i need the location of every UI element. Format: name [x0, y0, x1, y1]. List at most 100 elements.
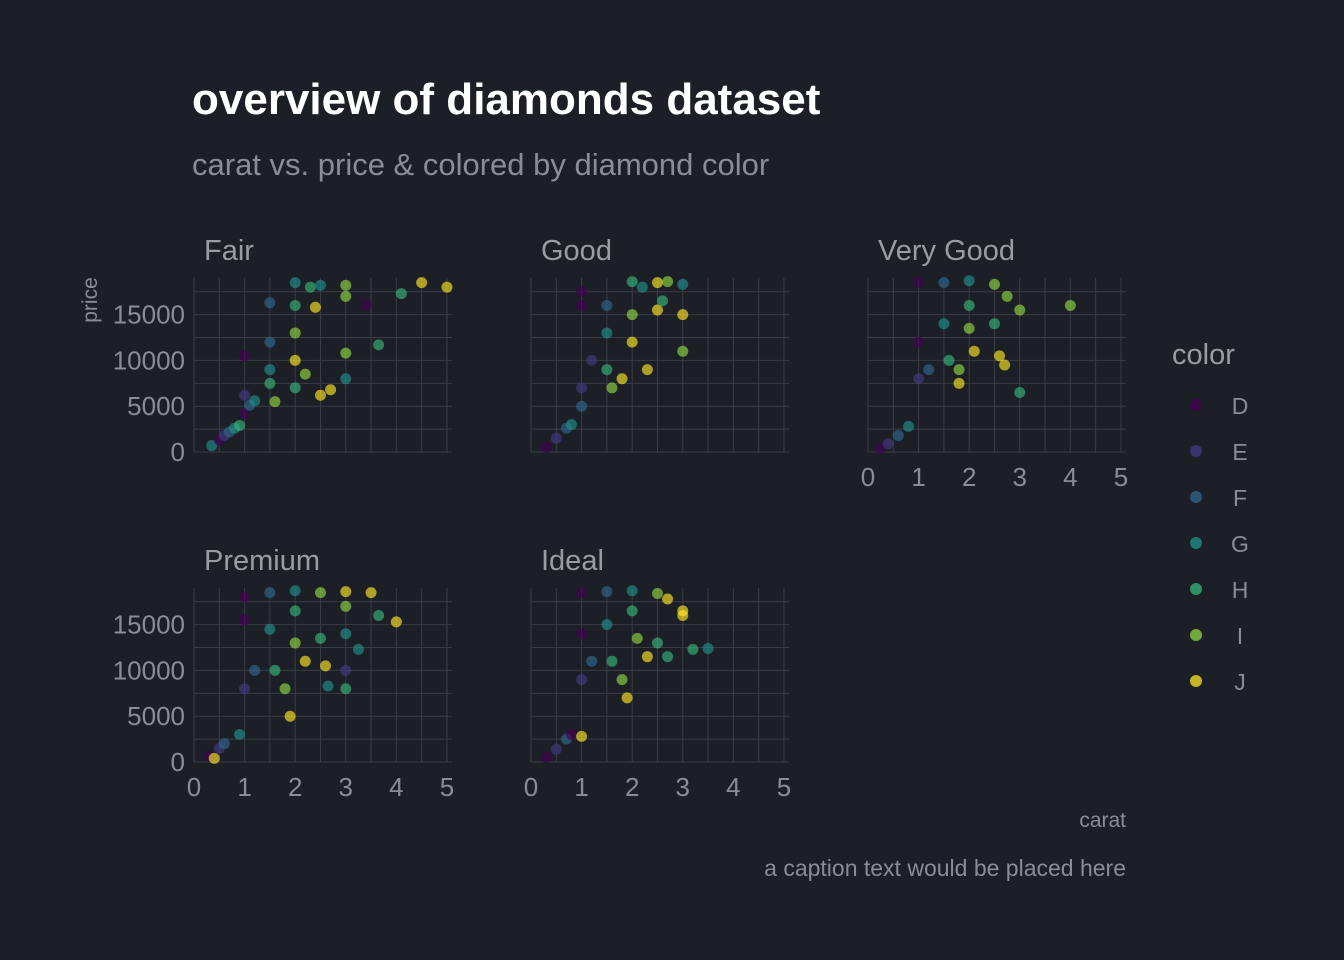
- grid: [530, 278, 789, 453]
- point-I: [662, 276, 674, 288]
- point-J: [340, 586, 352, 598]
- point-F: [576, 400, 588, 412]
- y-tick-label: 0: [171, 437, 185, 467]
- point-H: [373, 609, 385, 621]
- x-tick-label: 1: [237, 772, 251, 802]
- point-G: [702, 642, 714, 654]
- point-G: [636, 281, 648, 293]
- point-H: [314, 632, 326, 644]
- point-J: [651, 304, 663, 316]
- point-I: [340, 347, 352, 359]
- point-F: [264, 297, 276, 309]
- points: [540, 585, 714, 763]
- x-tick-label: 3: [676, 772, 690, 802]
- point-H: [304, 281, 316, 293]
- point-I: [631, 632, 643, 644]
- point-I: [340, 279, 352, 291]
- point-D: [239, 614, 251, 626]
- legend-item-J: J: [1190, 669, 1246, 695]
- point-I: [340, 600, 352, 612]
- legend-item-E: E: [1190, 439, 1248, 465]
- facet-label: Ideal: [541, 545, 604, 577]
- point-H: [289, 299, 301, 311]
- legend-swatch: [1190, 537, 1202, 549]
- x-axis-title: carat: [1079, 809, 1126, 832]
- chart-title: overview of diamonds dataset: [192, 75, 821, 124]
- facet-label: Good: [541, 235, 612, 267]
- x-tick-label: 0: [187, 772, 201, 802]
- point-F: [601, 586, 613, 598]
- x-tick-label: 0: [861, 462, 875, 492]
- point-H: [943, 354, 955, 366]
- point-D: [576, 299, 588, 311]
- point-H: [626, 605, 638, 617]
- point-G: [249, 395, 261, 407]
- point-G: [289, 277, 301, 289]
- x-tick-label: 5: [777, 772, 791, 802]
- point-J: [416, 277, 428, 289]
- x-tick-label: 5: [440, 772, 454, 802]
- point-H: [373, 339, 385, 351]
- x-tick-label: 3: [1013, 462, 1027, 492]
- legend-swatch: [1190, 491, 1202, 503]
- legend-item-F: F: [1190, 485, 1247, 511]
- legend-item-G: G: [1190, 531, 1249, 557]
- y-tick-label: 10000: [113, 655, 185, 685]
- point-E: [550, 432, 562, 444]
- legend-swatch: [1190, 629, 1202, 641]
- point-G: [206, 440, 218, 452]
- point-D: [565, 729, 577, 741]
- legend-label: J: [1234, 669, 1246, 695]
- point-E: [882, 438, 894, 450]
- y-tick-label: 15000: [113, 610, 185, 640]
- x-tick-label: 2: [625, 772, 639, 802]
- point-J: [314, 389, 326, 401]
- point-J: [576, 730, 588, 742]
- y-tick-label: 0: [171, 747, 185, 777]
- x-tick-label: 1: [574, 772, 588, 802]
- point-G: [677, 278, 689, 290]
- legend-swatch: [1190, 675, 1202, 687]
- point-H: [289, 605, 301, 617]
- point-I: [1001, 290, 1013, 302]
- x-tick-label: 4: [1063, 462, 1077, 492]
- x-tick-label: 4: [726, 772, 740, 802]
- point-G: [264, 623, 276, 635]
- point-F: [264, 587, 276, 599]
- point-I: [606, 382, 618, 394]
- facet-panel-good: Good: [530, 235, 789, 453]
- y-tick-label: 5000: [127, 391, 185, 421]
- point-F: [923, 364, 935, 376]
- points: [203, 585, 402, 764]
- point-F: [938, 277, 950, 289]
- x-tick-label: 5: [1114, 462, 1128, 492]
- point-H: [1014, 386, 1026, 398]
- point-D: [239, 350, 251, 362]
- point-J: [325, 384, 337, 396]
- point-I: [953, 364, 965, 376]
- point-J: [641, 364, 653, 376]
- point-J: [677, 609, 689, 621]
- point-H: [662, 651, 674, 663]
- points: [540, 276, 689, 453]
- point-G: [938, 318, 950, 330]
- point-J: [208, 752, 220, 764]
- point-J: [641, 651, 653, 663]
- point-G: [234, 729, 246, 741]
- points: [875, 275, 1076, 454]
- point-I: [314, 587, 326, 599]
- point-G: [601, 619, 613, 631]
- grid: [193, 588, 452, 763]
- legend-swatch: [1190, 583, 1202, 595]
- point-H: [234, 419, 246, 431]
- point-H: [606, 655, 618, 667]
- point-G: [626, 585, 638, 597]
- point-G: [963, 275, 975, 287]
- chart-caption: a caption text would be placed here: [764, 855, 1126, 881]
- point-H: [340, 683, 352, 695]
- point-I: [1064, 299, 1076, 311]
- point-E: [576, 382, 588, 394]
- y-tick-label: 5000: [127, 701, 185, 731]
